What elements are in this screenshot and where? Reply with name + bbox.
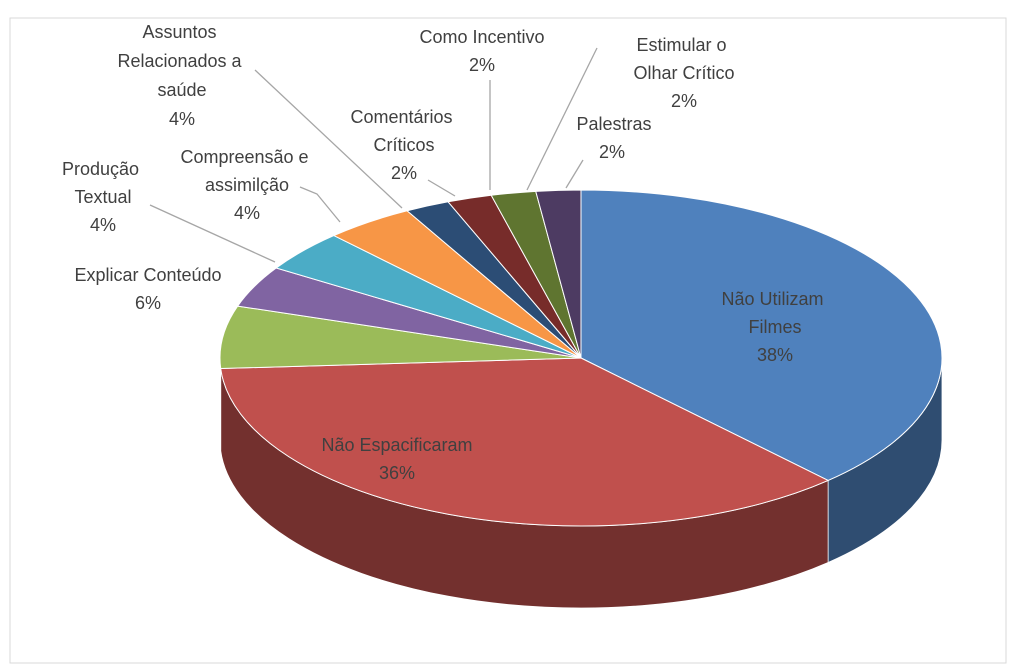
percent-label: 4% <box>90 215 116 235</box>
slice <box>580 189 943 482</box>
slice-label: Produção Textual <box>62 159 144 207</box>
slice <box>219 305 582 370</box>
slice-label: Estimular o Olhar Crítico <box>633 35 734 83</box>
leader-line <box>299 186 341 223</box>
percent-label: 2% <box>391 163 417 183</box>
percent-label: 2% <box>469 55 495 75</box>
label-line: Compreensão e <box>180 147 313 167</box>
label-line: Palestras <box>576 114 651 134</box>
label-line: Não Utilizam <box>721 289 828 309</box>
slice-label: Explicar Conteúdo <box>74 265 221 285</box>
slice-label: Como Incentivo <box>419 27 544 47</box>
slice <box>535 189 582 359</box>
slice-label: Compreensão e assimilção <box>180 147 313 195</box>
label-line: Textual <box>74 187 131 207</box>
label-line: Olhar Crítico <box>633 63 734 83</box>
leader-line <box>526 47 598 191</box>
leader-line <box>427 179 456 197</box>
label-line: Explicar Conteúdo <box>74 265 221 285</box>
slice-label: Não Espacificaram <box>321 435 472 455</box>
label-line: assimilção <box>205 175 289 195</box>
label-line: Críticos <box>373 135 434 155</box>
percent-label: 36% <box>379 463 415 483</box>
percent-label: 4% <box>169 109 195 129</box>
slice <box>220 357 830 527</box>
label-line: Produção <box>62 159 144 179</box>
label-line: Estimular o <box>636 35 731 55</box>
slice-label: Comentários Críticos <box>350 107 457 155</box>
label-line: Como Incentivo <box>419 27 544 47</box>
label-line: Filmes <box>749 317 802 337</box>
percent-label: 2% <box>671 91 697 111</box>
label-line: Relacionados a <box>117 51 246 71</box>
label-line: Assuntos <box>142 22 221 42</box>
percent-label: 38% <box>757 345 793 365</box>
slice-label: Assuntos Relacionados a saúde <box>117 22 246 100</box>
slice-label: Palestras <box>576 114 651 134</box>
percent-label: 4% <box>234 203 260 223</box>
percent-label: 6% <box>135 293 161 313</box>
label-line: Não Espacificaram <box>321 435 472 455</box>
slice-side <box>219 357 222 451</box>
label-line: Comentários <box>350 107 457 127</box>
slice-label: Não Utilizam Filmes <box>721 289 828 337</box>
label-line: saúde <box>157 80 206 100</box>
leader-line <box>565 159 584 189</box>
leader-line <box>254 69 403 209</box>
percent-label: 2% <box>599 142 625 162</box>
leader-line <box>149 204 276 263</box>
